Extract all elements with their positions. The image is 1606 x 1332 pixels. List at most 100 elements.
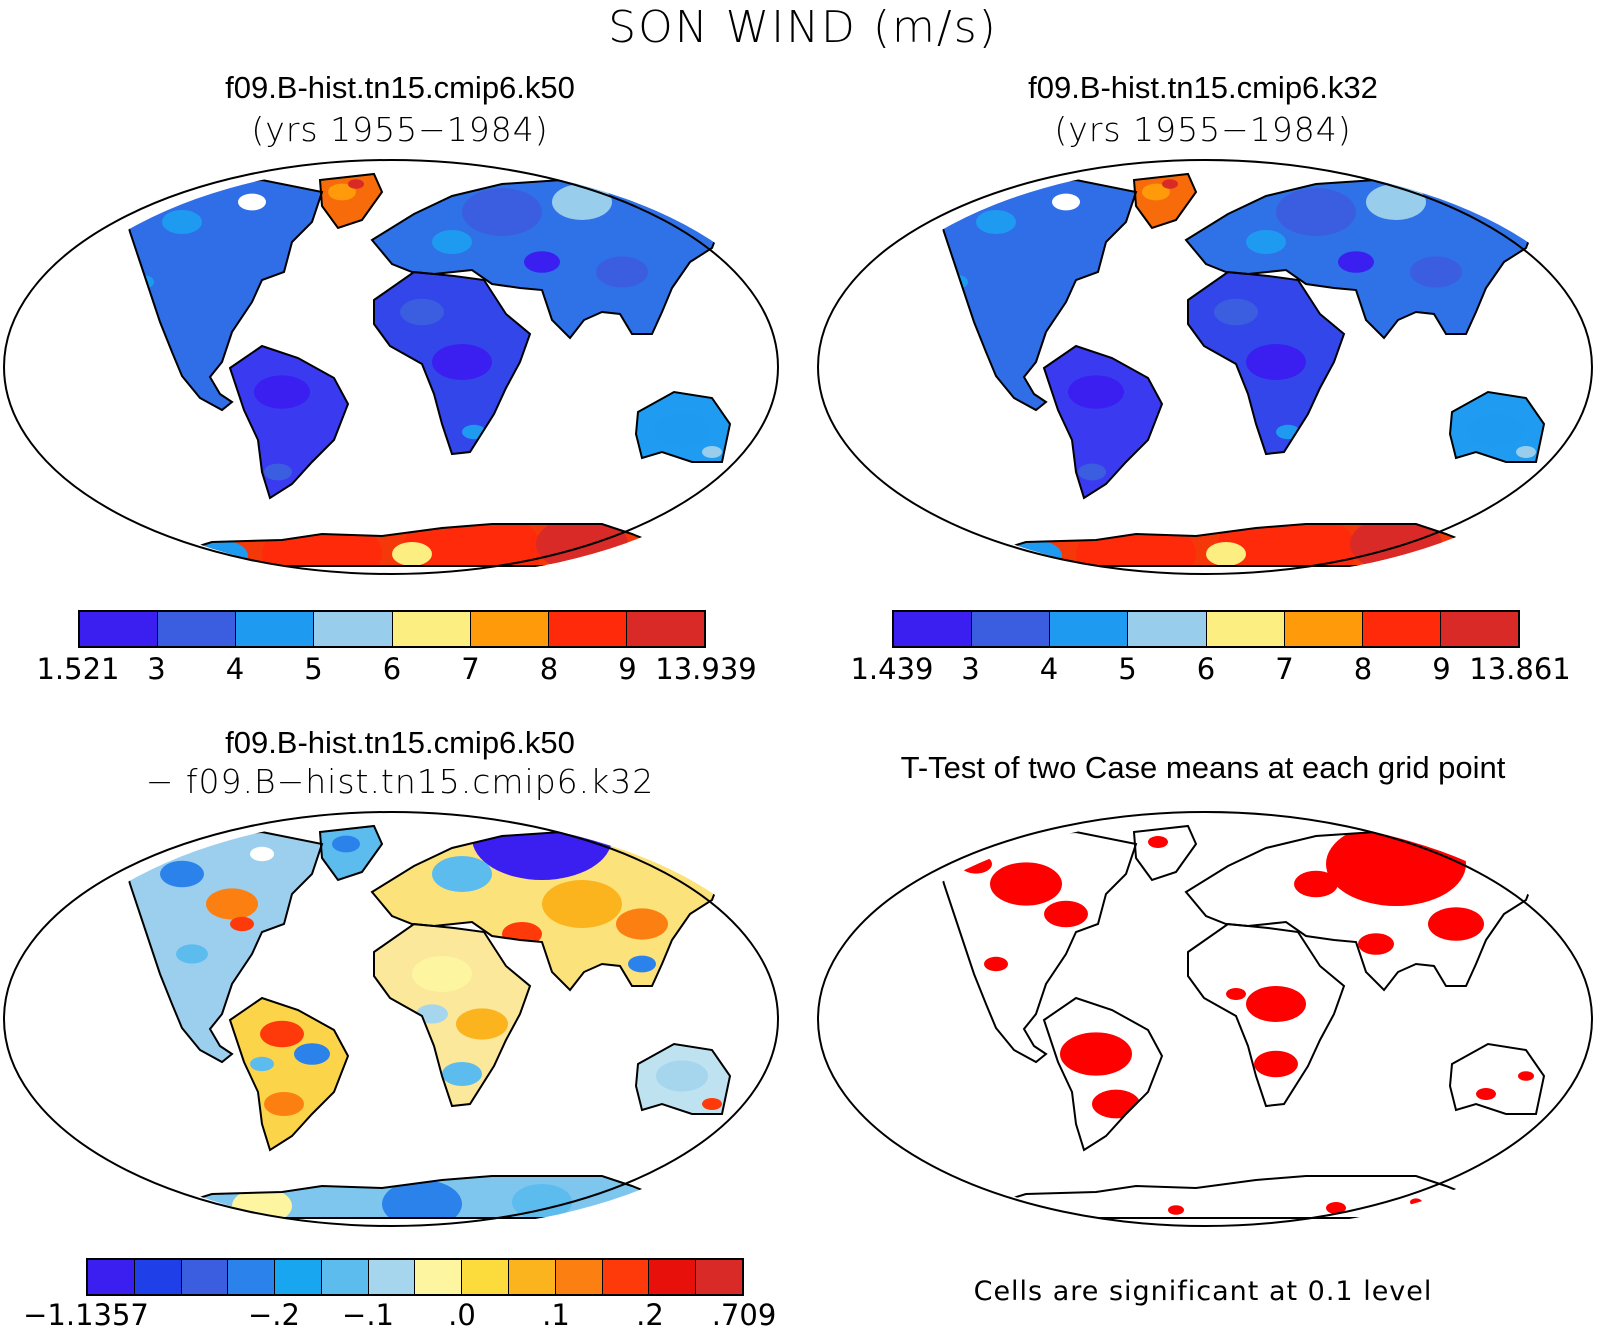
field-patch [1428,907,1484,941]
continent-north-america [122,832,322,1062]
colorbar-swatch [368,1260,416,1294]
field-patch [1068,375,1124,409]
colorbar-swatch [275,1260,322,1294]
colorbar-tick-label: 7 [461,652,480,686]
colorbar-swatch [1440,612,1518,646]
coastline-greenland [1132,824,1198,882]
map-top-right [817,159,1593,575]
coastline-africa [1187,922,1346,1108]
field-patch [1410,256,1462,288]
field-patch [472,832,612,880]
field-patch [262,524,382,566]
colorbar-swatch [88,1260,135,1294]
field-patch [1044,900,1088,928]
colorbar-tick-label: 4 [225,652,245,686]
field-patch [702,446,722,458]
colorbar-tick-label: 13.861 [1469,652,1571,686]
coastline-africa [1187,270,1346,456]
field-patch [328,183,356,201]
field-patch [616,908,668,940]
field-patch [348,179,364,189]
field-patch [1168,1205,1184,1215]
colorbar-swatch [392,612,471,646]
field-patch [250,846,274,862]
map-boundary [817,811,1593,1227]
continent-south-america [230,998,348,1150]
field-patch [702,1098,722,1110]
field-patch [976,210,1016,234]
continent-antarctica [968,1176,1476,1218]
field-patch [250,1056,274,1072]
field-patch [138,835,166,853]
field-patch [1226,988,1246,1000]
colorbar-swatch [1128,612,1207,646]
colorbar-tick-label: 3 [147,652,166,686]
field-patch [1078,463,1106,481]
colorbar-tick-label: −.2 [248,1298,300,1332]
field-patch [294,1043,330,1065]
colorbar-tick-label: 6 [382,652,402,686]
coastline-south-america [228,996,350,1152]
map-bottom-right [817,811,1593,1227]
field-patch [1060,1032,1132,1076]
field-patch [628,955,656,973]
field-patch [656,1060,708,1092]
coastline-antarctica [153,523,665,567]
field-patch [1518,1071,1534,1081]
colorbar-swatch [470,612,549,646]
colorbar-tick-label: 4 [1039,652,1059,686]
coastline-africa [373,922,532,1108]
field-patch [1076,524,1196,566]
continent-australia [1450,1044,1544,1114]
colorbar-tick-label: 13.939 [655,652,757,686]
colorbar-swatch [649,1260,697,1294]
panel-subtitle-top-right: (yrs 1955−1984) [1054,110,1352,149]
field-patch [162,210,202,234]
field-patch [1214,298,1258,326]
colorbar-tick-label: 8 [539,652,559,686]
colorbar-swatch [80,612,159,646]
coastline-south-america [1042,996,1164,1152]
colorbar-swatch [134,1260,182,1294]
field-patch [392,542,432,566]
figure-title: SON WIND (m/s) [608,2,998,53]
colorbar-tick-label: 5 [1118,652,1137,686]
coastline-north-america [934,830,1138,1064]
field-patch [1246,344,1306,380]
colorbar-tick-label: 1.521 [36,652,120,686]
colorbar-tick-label: .1 [542,1298,570,1332]
field-patch [1246,986,1306,1022]
map-bottom-left [3,811,779,1227]
field-patch [654,413,710,447]
colorbar-swatch [181,1260,229,1294]
field-patch [984,956,1008,972]
field-patch [944,274,968,290]
field-patch [1410,1198,1422,1206]
coastline-australia [634,1042,732,1115]
panel-title-bottom-left: f09.B-hist.tn15.cmip6.k50 [225,725,575,760]
coastline-south-america [1042,344,1164,500]
field-patch [332,835,360,853]
coastline-australia [634,390,732,463]
colorbar-tick-label: 5 [304,652,323,686]
field-patch [1366,184,1426,220]
field-patch [1254,1050,1298,1078]
colorbar-tick-label: .709 [711,1298,777,1332]
field-patch [260,1020,304,1048]
field-patch [1516,446,1536,458]
map-boundary [3,159,779,575]
colorbar-tick-label: 1.439 [850,652,934,686]
coastline-australia [1448,1042,1546,1115]
map-boundary [3,811,779,1227]
field-patch [432,344,492,380]
field-patch [130,274,154,290]
colorbar-bottom-left [86,1258,744,1296]
field-patch [264,463,292,481]
colorbar-labels-top-right: 1.439 3 4 5 6 7 8 9 13.861 [850,652,1570,688]
continent-north-america [936,180,1136,410]
continent-greenland [320,826,382,880]
field-patch [160,860,204,888]
coastline-south-america [228,344,350,500]
field-patch [462,188,542,236]
coastline-greenland [318,824,384,882]
